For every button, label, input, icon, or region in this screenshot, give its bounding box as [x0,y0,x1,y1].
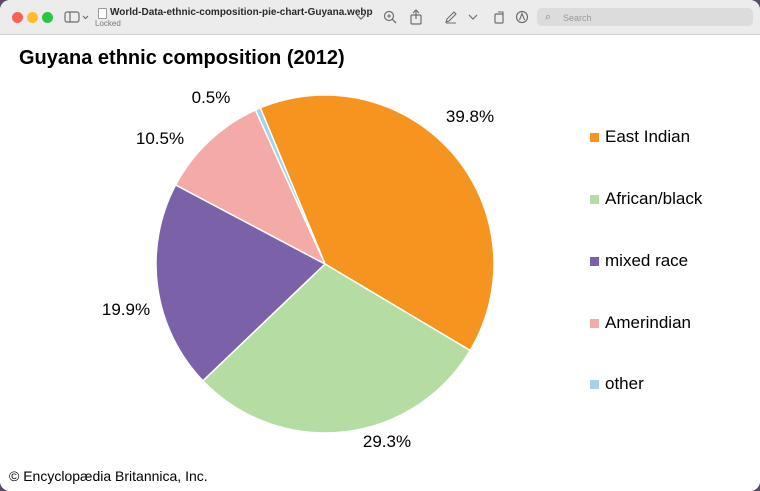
file-icon [98,8,107,19]
pie-chart: 39.8% 29.3% 19.9% 10.5% 0.5% [102,88,495,451]
pie-slice-east-indian [259,94,495,352]
title-menu-chevron-icon[interactable] [355,8,367,26]
toolbar: World-Data-ethnic-composition-pie-chart-… [0,0,760,35]
search-icon: ⌕ [545,10,552,23]
share-icon[interactable] [408,8,424,26]
legend-label: Amerindian [605,313,691,332]
legend-label: other [605,374,644,393]
legend-item: East Indian [590,127,690,147]
slice-label-african-black: 29.3% [363,432,411,451]
legend-item: other [590,374,644,394]
legend-item: mixed race [590,251,688,271]
markup-menu-chevron-icon[interactable] [468,8,478,26]
pie-slice-african-black [201,263,472,434]
slice-label-east-indian: 39.8% [446,107,494,126]
rotate-icon[interactable] [491,8,507,26]
sidebar-icon [64,11,89,23]
legend-label: mixed race [605,251,689,270]
legend-swatch [590,379,599,389]
search-field[interactable]: ⌕ [537,8,753,26]
annotate-icon[interactable] [514,8,530,26]
pie-slice-other [254,106,326,265]
legend-swatch [590,256,599,266]
document-status: Locked [95,19,121,28]
legend-swatch [590,318,599,328]
zoom-icon[interactable] [382,8,398,26]
minimize-window-button[interactable] [27,12,38,23]
slice-label-other: 0.5% [192,88,231,107]
slice-label-amerindian: 10.5% [136,129,184,148]
legend-item: Amerindian [590,313,691,333]
copyright-text: © Encyclopædia Britannica, Inc. [9,468,208,484]
zoom-window-button[interactable] [42,12,53,23]
markup-pencil-icon[interactable] [443,8,459,26]
sidebar-toggle-button[interactable] [64,8,92,26]
document-title[interactable]: World-Data-ethnic-composition-pie-chart-… [110,7,373,18]
image-content: 39.8% 29.3% 19.9% 10.5% 0.5% Guyana ethnic c… [0,35,760,491]
legend-swatch [590,132,599,142]
legend-label: African/black [605,189,703,208]
search-input[interactable] [561,9,750,26]
pie-slice-amerindian [174,108,327,266]
chart-title: Guyana ethnic composition (2012) [19,47,345,69]
legend-label: East Indian [605,127,691,146]
legend-swatch [590,194,599,204]
legend-item: African/black [590,189,702,209]
pie-slice-mixed-race [155,183,327,382]
slice-label-mixed-race: 19.9% [102,300,150,319]
close-window-button[interactable] [12,12,23,23]
